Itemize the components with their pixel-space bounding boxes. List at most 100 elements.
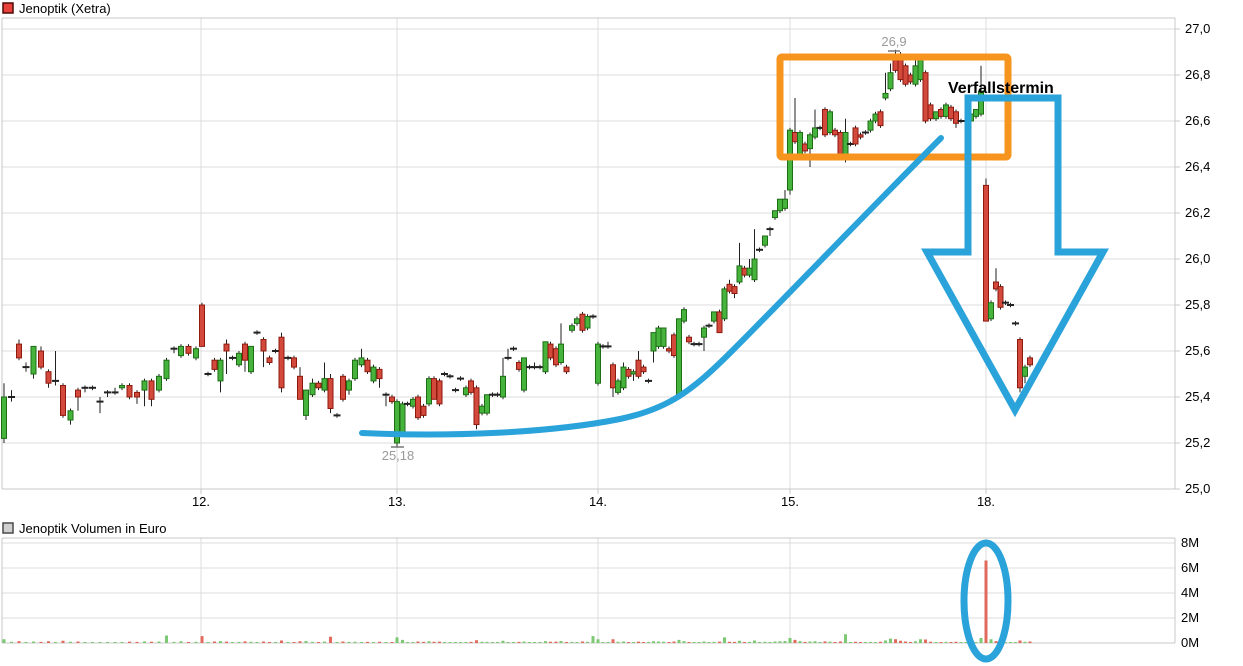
candle-body <box>236 352 242 366</box>
volume-bar <box>335 642 339 643</box>
volume-bar <box>864 642 867 643</box>
volume-bar <box>113 642 117 643</box>
candle-doji <box>81 386 89 389</box>
volume-bar <box>859 642 862 643</box>
volume-bar <box>616 641 620 643</box>
candle-body <box>933 111 939 120</box>
volume-bar <box>1009 642 1012 643</box>
candle-body <box>922 72 929 122</box>
volume-bar <box>262 641 265 643</box>
candle-body <box>822 109 828 136</box>
candle-doji <box>1007 304 1014 306</box>
candle-body <box>701 327 707 338</box>
candle-body <box>630 371 637 375</box>
volume-bar <box>491 642 494 643</box>
volume-bar <box>32 641 35 643</box>
candle-body <box>782 198 788 209</box>
candle-body <box>762 235 768 246</box>
candle-body <box>877 111 884 127</box>
volume-bar <box>39 641 43 643</box>
volume-legend-icon <box>2 522 14 534</box>
volume-bar <box>692 642 696 643</box>
day-axis-label: 12. <box>192 494 210 509</box>
candle-body <box>777 198 783 212</box>
volume-bar <box>929 641 932 643</box>
candle-body <box>807 134 813 150</box>
candle-body <box>410 398 416 407</box>
volume-bar <box>899 640 902 643</box>
volume-bar <box>1023 641 1027 643</box>
candle-body <box>579 313 586 331</box>
price-legend-icon <box>2 2 14 14</box>
volume-bar <box>959 642 963 643</box>
candle-body <box>660 327 667 347</box>
volume-bar <box>200 636 204 643</box>
volume-bar <box>255 642 259 643</box>
volume-bar <box>823 641 827 643</box>
volume-bar <box>828 641 832 643</box>
price-candles <box>1 49 1033 448</box>
candle-body <box>431 378 437 400</box>
candle-body <box>741 267 748 276</box>
candle-body <box>558 343 564 364</box>
volume-bar <box>274 642 277 643</box>
volume-bar <box>323 641 326 643</box>
volume-bar <box>642 642 645 643</box>
candle-body <box>615 380 621 393</box>
candle-doji <box>862 131 869 134</box>
volume-bar <box>904 641 907 643</box>
candle-doji <box>204 373 212 375</box>
candle-body <box>426 378 432 405</box>
candle-body <box>260 339 267 352</box>
candle-body <box>309 382 316 396</box>
candle-body <box>303 389 309 416</box>
candle-doji <box>531 366 538 369</box>
volume-bar <box>1014 642 1017 643</box>
volume-bar <box>395 637 399 643</box>
volume-bar <box>949 642 953 643</box>
volume-bar <box>672 641 676 643</box>
volume-bar <box>292 642 296 643</box>
volume-bar <box>657 641 660 643</box>
volume-bar <box>459 642 462 643</box>
price-axis-label: 25,6 <box>1185 343 1210 358</box>
volume-bar <box>667 642 671 643</box>
candle-body <box>67 410 74 421</box>
candle-body <box>676 318 682 398</box>
candle-doji <box>457 377 464 380</box>
price-axis-label: 25,8 <box>1185 297 1210 312</box>
price-axis-label: 27,0 <box>1185 21 1210 36</box>
candle-doji <box>599 345 607 348</box>
candle-body <box>792 132 798 143</box>
price-legend-label: Jenoptik (Xetra) <box>19 1 111 16</box>
candle-doji <box>52 379 59 382</box>
candle-doji <box>1002 301 1009 304</box>
candle-body <box>912 65 919 85</box>
highlight-box <box>776 53 1012 161</box>
volume-bar <box>128 641 131 643</box>
event-label: Verfallstermin <box>948 80 1054 97</box>
candle-body <box>938 109 944 117</box>
volume-bar <box>909 642 912 643</box>
volume-bar <box>416 641 420 643</box>
candle-body <box>45 371 52 384</box>
volume-bar <box>61 640 65 643</box>
volume-bar <box>2 639 6 643</box>
candle-body <box>772 210 778 219</box>
volume-bar <box>54 642 57 643</box>
volume-bar <box>763 641 767 643</box>
candle-body <box>726 283 733 292</box>
candle-doji <box>645 379 652 382</box>
volume-bar <box>606 642 610 643</box>
price-axis-label: 26,8 <box>1185 67 1210 82</box>
volume-bar <box>480 641 484 643</box>
volume-bar <box>884 640 887 643</box>
candle-body <box>547 343 554 359</box>
volume-bar <box>443 642 446 643</box>
candle-doji <box>690 343 698 346</box>
candle-body <box>223 343 230 352</box>
candle-body <box>595 343 601 384</box>
volume-bar <box>964 642 968 643</box>
volume-bar <box>353 641 357 643</box>
